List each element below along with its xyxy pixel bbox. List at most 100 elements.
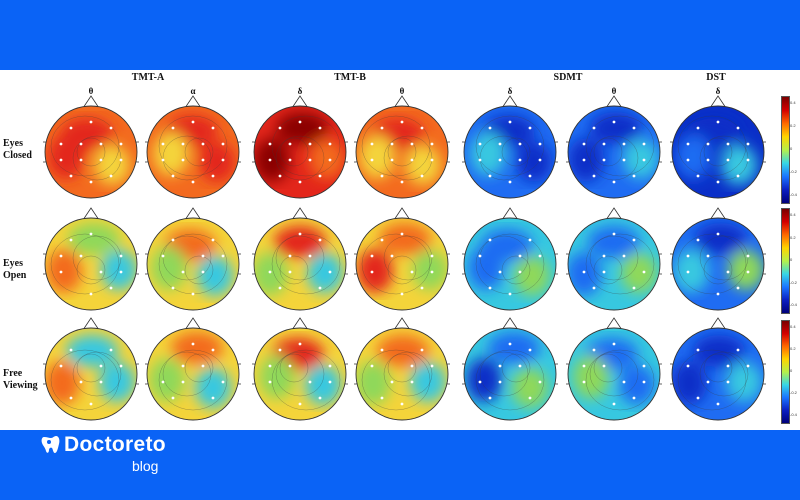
- electrode-dot: [109, 174, 113, 178]
- topomap-head: [354, 206, 450, 316]
- band-label: δ: [297, 86, 303, 96]
- electrode-dot: [498, 380, 502, 384]
- electrode-dot: [430, 254, 434, 258]
- electrode-dot: [171, 126, 175, 130]
- electrode-dot: [288, 254, 292, 258]
- electrode-dot: [59, 142, 63, 146]
- electrode-dot: [99, 364, 103, 368]
- electrode-dot: [430, 270, 434, 274]
- electrode-dot: [632, 174, 636, 178]
- electrode-dot: [268, 380, 272, 384]
- topomap-head: [566, 206, 662, 316]
- electrode-dot: [612, 342, 616, 346]
- electrode-dot: [706, 254, 710, 258]
- scalp-outline: [463, 105, 557, 199]
- electrode-dot: [69, 396, 73, 400]
- electrode-dot: [390, 254, 394, 258]
- electrode-dot: [430, 142, 434, 146]
- nose-marker: [291, 95, 309, 109]
- electrode-dot: [642, 158, 646, 162]
- scalp-outline: [463, 327, 557, 421]
- electrode-dot: [318, 238, 322, 242]
- electrode-dot: [59, 158, 63, 162]
- electrode-dot: [420, 126, 424, 130]
- topomap-head: [566, 316, 662, 426]
- row-label-eyes-open: Eyes Open: [3, 258, 41, 282]
- electrode-dot: [308, 158, 312, 162]
- topomap-head: [354, 316, 450, 426]
- electrode-dot: [59, 270, 63, 274]
- scalp-outline: [253, 105, 347, 199]
- colorbar-tick-label: 0.4: [790, 212, 796, 217]
- electrode-dot: [528, 238, 532, 242]
- scalp-outline: [567, 105, 661, 199]
- colorbar-tick-label: -0.2: [790, 279, 797, 285]
- electrode-dot: [686, 270, 690, 274]
- band-label: δ: [715, 86, 721, 96]
- electrode-dot: [268, 158, 272, 162]
- electrode-dot: [686, 364, 690, 368]
- row-label-line: Viewing: [3, 380, 38, 391]
- electrode-dot: [686, 142, 690, 146]
- electrode-dot: [109, 348, 113, 352]
- electrode-dot: [400, 180, 404, 184]
- nose-marker: [393, 207, 411, 221]
- electrode-dot: [642, 270, 646, 274]
- electrode-dot: [400, 402, 404, 406]
- nose-marker: [291, 317, 309, 331]
- electrode-dot: [278, 174, 282, 178]
- nose-marker: [184, 207, 202, 221]
- electrode-dot: [582, 380, 586, 384]
- electrode-dot: [642, 364, 646, 368]
- electrode-dot: [328, 364, 332, 368]
- brand-name: Doctoreto: [64, 433, 166, 456]
- scalp-outline: [146, 327, 240, 421]
- electrode-dot: [298, 342, 302, 346]
- electrode-dot: [298, 402, 302, 406]
- electrode-dot: [119, 364, 123, 368]
- electrode-dot: [380, 348, 384, 352]
- electrode-dot: [528, 174, 532, 178]
- electrode-dot: [298, 180, 302, 184]
- nose-marker: [501, 207, 519, 221]
- electrode-dot: [488, 286, 492, 290]
- electrode-dot: [592, 348, 596, 352]
- electrode-dot: [696, 396, 700, 400]
- topomap-head: [670, 316, 766, 426]
- top-blue-band: [0, 0, 800, 70]
- scalp-outline: [253, 327, 347, 421]
- topomap-head: [670, 94, 766, 204]
- row-label-line: Open: [3, 270, 27, 281]
- electrode-dot: [328, 380, 332, 384]
- nose-marker: [605, 207, 623, 221]
- electrode-dot: [420, 286, 424, 290]
- electrode-dot: [288, 270, 292, 274]
- electrode-dot: [488, 174, 492, 178]
- electrode-dot: [706, 380, 710, 384]
- electrode-dot: [380, 126, 384, 130]
- electrode-dot: [278, 126, 282, 130]
- electrode-dot: [498, 142, 502, 146]
- electrode-dot: [592, 174, 596, 178]
- electrode-dot: [400, 120, 404, 124]
- nose-marker: [709, 317, 727, 331]
- electrode-dot: [488, 238, 492, 242]
- electrode-dot: [390, 380, 394, 384]
- electrode-dot: [318, 126, 322, 130]
- eeg-topomap-figure: TMT-A TMT-B SDMT DST θ α δ θ δ θ δ Eyes …: [0, 70, 800, 430]
- colorbar-tick-label: 0.4: [790, 100, 796, 105]
- electrode-dot: [278, 348, 282, 352]
- electrode-dot: [119, 142, 123, 146]
- electrode-dot: [622, 380, 626, 384]
- nose-marker: [501, 317, 519, 331]
- electrode-dot: [99, 380, 103, 384]
- electrode-dot: [380, 238, 384, 242]
- electrode-dot: [420, 174, 424, 178]
- test-title-tmt-a: TMT-A: [131, 72, 165, 83]
- electrode-dot: [308, 142, 312, 146]
- electrode-dot: [308, 380, 312, 384]
- scalp-outline: [671, 105, 765, 199]
- electrode-dot: [716, 232, 720, 236]
- electrode-dot: [706, 158, 710, 162]
- electrode-dot: [69, 126, 73, 130]
